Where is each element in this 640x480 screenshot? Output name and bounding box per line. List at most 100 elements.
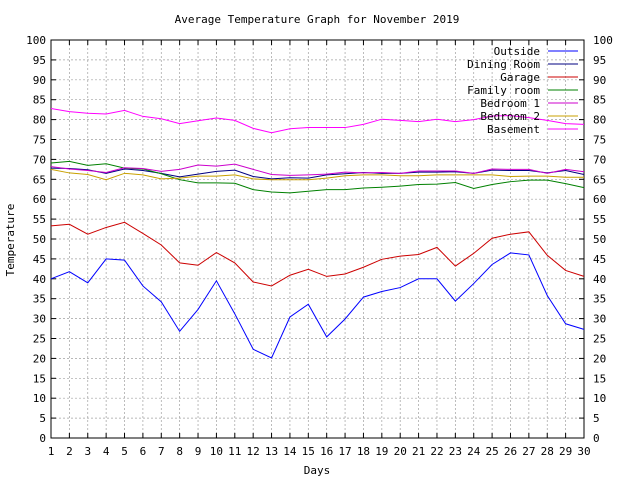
- y-tick-label-right: 40: [593, 273, 606, 286]
- y-tick-label: 20: [33, 352, 46, 365]
- y-tick-label: 70: [33, 153, 46, 166]
- y-tick-label-right: 65: [593, 173, 606, 186]
- x-tick-label: 2: [66, 445, 73, 458]
- x-tick-label: 11: [228, 445, 241, 458]
- x-tick-label: 17: [338, 445, 351, 458]
- y-tick-label-right: 50: [593, 233, 606, 246]
- y-tick-label-right: 5: [593, 412, 600, 425]
- legend-label: Dining Room: [467, 58, 540, 71]
- legend-label: Bedroom 2: [480, 110, 540, 123]
- x-tick-label: 4: [103, 445, 110, 458]
- y-tick-label: 65: [33, 173, 46, 186]
- x-tick-label: 28: [541, 445, 554, 458]
- y-tick-label-right: 25: [593, 333, 606, 346]
- x-tick-label: 25: [485, 445, 498, 458]
- x-tick-label: 27: [522, 445, 535, 458]
- legend-label: Garage: [500, 71, 540, 84]
- series-line-bedroom-1: [50, 163, 585, 176]
- y-tick-label-right: 55: [593, 213, 606, 226]
- x-tick-label: 5: [121, 445, 128, 458]
- y-tick-label-right: 85: [593, 94, 606, 107]
- x-tick-label: 12: [247, 445, 260, 458]
- y-tick-label: 5: [39, 412, 46, 425]
- series-line-dining-room: [50, 167, 585, 180]
- series-lines: [50, 107, 585, 359]
- y-tick-label-right: 20: [593, 352, 606, 365]
- y-tick-label: 0: [39, 432, 46, 445]
- x-tick-label: 9: [195, 445, 202, 458]
- series-line-outside: [50, 252, 585, 359]
- y-tick-label: 10: [33, 392, 46, 405]
- grid-lines: [51, 40, 584, 438]
- legend-entry: Bedroom 2: [480, 110, 578, 123]
- x-tick-label: 24: [467, 445, 481, 458]
- y-tick-label-right: 70: [593, 153, 606, 166]
- x-tick-label: 8: [176, 445, 183, 458]
- x-tick-label: 23: [449, 445, 462, 458]
- y-tick-label: 100: [26, 34, 46, 47]
- y-tick-label-right: 90: [593, 74, 606, 87]
- legend-entry: Basement: [487, 123, 578, 136]
- x-tick-label: 29: [559, 445, 572, 458]
- series-line-family-room: [50, 160, 585, 194]
- legend-entry: Dining Room: [467, 58, 578, 71]
- x-axis-label: Days: [304, 464, 331, 477]
- x-tick-label: 6: [140, 445, 147, 458]
- legend-entry: Outside: [494, 45, 578, 58]
- y-tick-label-right: 10: [593, 392, 606, 405]
- y-tick-label: 15: [33, 372, 46, 385]
- y-tick-label: 85: [33, 94, 46, 107]
- y-tick-label: 95: [33, 54, 46, 67]
- legend-label: Bedroom 1: [480, 97, 540, 110]
- y-tick-label: 45: [33, 253, 46, 266]
- chart-title: Average Temperature Graph for November 2…: [175, 13, 460, 26]
- y-tick-label-right: 45: [593, 253, 606, 266]
- y-tick-label-right: 0: [593, 432, 600, 445]
- y-tick-label-right: 15: [593, 372, 606, 385]
- y-axis-label: Temperature: [4, 204, 17, 277]
- y-tick-label: 25: [33, 333, 46, 346]
- x-axis-ticks: 1 2 3 4 5 6 7 8 9 10 11 12 13 14 15 16 17 18 19 20 21 22 23 24 2…: [48, 40, 591, 458]
- y-tick-label: 50: [33, 233, 46, 246]
- x-tick-label: 15: [302, 445, 315, 458]
- x-tick-label: 10: [210, 445, 223, 458]
- y-tick-label: 90: [33, 74, 46, 87]
- y-tick-label: 55: [33, 213, 46, 226]
- x-tick-label: 13: [265, 445, 278, 458]
- x-tick-label: 21: [412, 445, 425, 458]
- x-tick-label: 20: [394, 445, 407, 458]
- y-tick-label: 40: [33, 273, 46, 286]
- x-tick-label: 1: [48, 445, 55, 458]
- legend-entry: Bedroom 1: [480, 97, 578, 110]
- legend-label: Family room: [467, 84, 540, 97]
- legend-label: Basement: [487, 123, 540, 136]
- x-tick-label: 14: [283, 445, 297, 458]
- x-tick-label: 26: [504, 445, 517, 458]
- y-tick-label-right: 60: [593, 193, 606, 206]
- series-line-basement: [50, 107, 585, 134]
- y-tick-label: 30: [33, 313, 46, 326]
- y-tick-label-right: 100: [593, 34, 613, 47]
- y-tick-label-right: 75: [593, 134, 606, 147]
- x-tick-label: 16: [320, 445, 333, 458]
- y-tick-label: 35: [33, 293, 46, 306]
- series-line-bedroom-2: [50, 168, 584, 181]
- x-tick-label: 30: [577, 445, 590, 458]
- x-tick-label: 19: [375, 445, 388, 458]
- x-tick-label: 7: [158, 445, 165, 458]
- legend-label: Outside: [494, 45, 540, 58]
- y-tick-label-right: 95: [593, 54, 606, 67]
- y-tick-label-right: 35: [593, 293, 606, 306]
- y-tick-label: 60: [33, 193, 46, 206]
- legend-entry: Garage: [500, 71, 578, 84]
- x-tick-label: 18: [357, 445, 370, 458]
- y-tick-label-right: 30: [593, 313, 606, 326]
- x-tick-label: 22: [430, 445, 443, 458]
- series-line-garage: [50, 221, 585, 287]
- x-tick-label: 3: [84, 445, 91, 458]
- y-tick-label-right: 80: [593, 114, 606, 127]
- y-tick-label: 80: [33, 114, 46, 127]
